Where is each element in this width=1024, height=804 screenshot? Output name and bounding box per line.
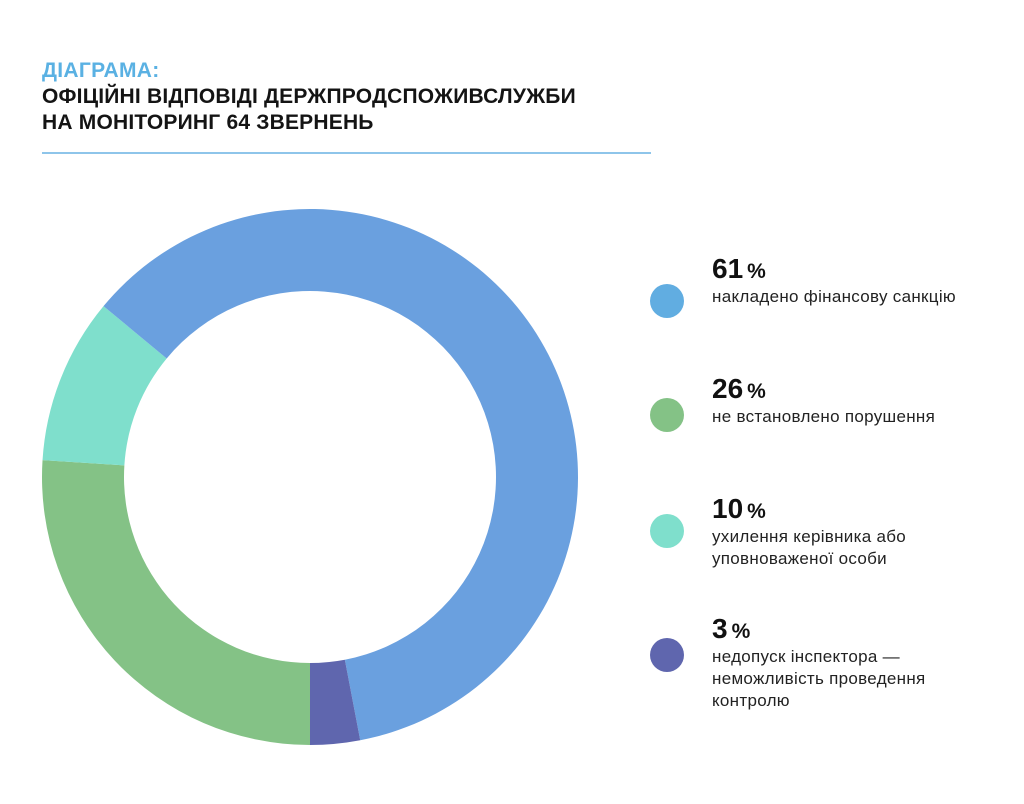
legend-percent-sign: % bbox=[747, 260, 766, 283]
legend-item-no-violation: 26% не встановлено порушення bbox=[650, 372, 990, 492]
legend-percent: 26% bbox=[712, 372, 766, 409]
legend-percent-sign: % bbox=[747, 380, 766, 403]
legend-label: не встановлено порушення bbox=[712, 407, 936, 426]
legend-item-financial-sanction: 61% накладено фінансову санкцію bbox=[650, 252, 990, 372]
donut-slice-4 bbox=[310, 659, 361, 745]
chart-title-line-1: ОФІЦІЙНІ ВІДПОВІДІ ДЕРЖПРОДСПОЖИВСЛУЖБИ bbox=[42, 85, 576, 108]
legend-percent-value: 61 bbox=[712, 253, 744, 284]
donut-chart bbox=[42, 208, 578, 745]
header-divider bbox=[42, 152, 651, 154]
donut-slice-3 bbox=[103, 208, 578, 741]
legend-item-inspector-denied: 3% недопуск інспектора — неможливість пр… bbox=[650, 612, 990, 732]
legend-label: накладено фінансову санкцію bbox=[712, 287, 956, 306]
legend-item-manager-evasion: 10% ухилення керівника або уповноваженої… bbox=[650, 492, 990, 612]
legend-percent-value: 3 bbox=[712, 613, 728, 644]
legend-percent: 3% bbox=[712, 612, 750, 649]
legend-label: недопуск інспектора — неможливість прове… bbox=[712, 647, 926, 710]
legend-dot-icon bbox=[650, 284, 684, 318]
chart-legend: 61% накладено фінансову санкцію 26% не в… bbox=[650, 252, 990, 732]
donut-slice-2 bbox=[42, 306, 167, 466]
legend-percent-value: 10 bbox=[712, 493, 744, 524]
legend-dot-icon bbox=[650, 398, 684, 432]
legend-label: ухилення керівника або уповноваженої осо… bbox=[712, 527, 907, 568]
legend-dot-icon bbox=[650, 638, 684, 672]
legend-percent: 10% bbox=[712, 492, 766, 529]
legend-percent-sign: % bbox=[731, 620, 751, 643]
donut-slice-1 bbox=[42, 460, 310, 745]
legend-percent-value: 26 bbox=[712, 373, 744, 404]
legend-dot-icon bbox=[650, 514, 684, 548]
legend-percent-sign: % bbox=[747, 500, 766, 523]
chart-header: ДІАГРАМА: ОФІЦІЙНІ ВІДПОВІДІ ДЕРЖПРОДСПО… bbox=[42, 58, 576, 136]
chart-kicker: ДІАГРАМА: bbox=[42, 59, 160, 82]
legend-percent: 61% bbox=[712, 252, 766, 289]
chart-title-line-2: НА МОНІТОРИНГ 64 ЗВЕРНЕНЬ bbox=[42, 111, 374, 134]
